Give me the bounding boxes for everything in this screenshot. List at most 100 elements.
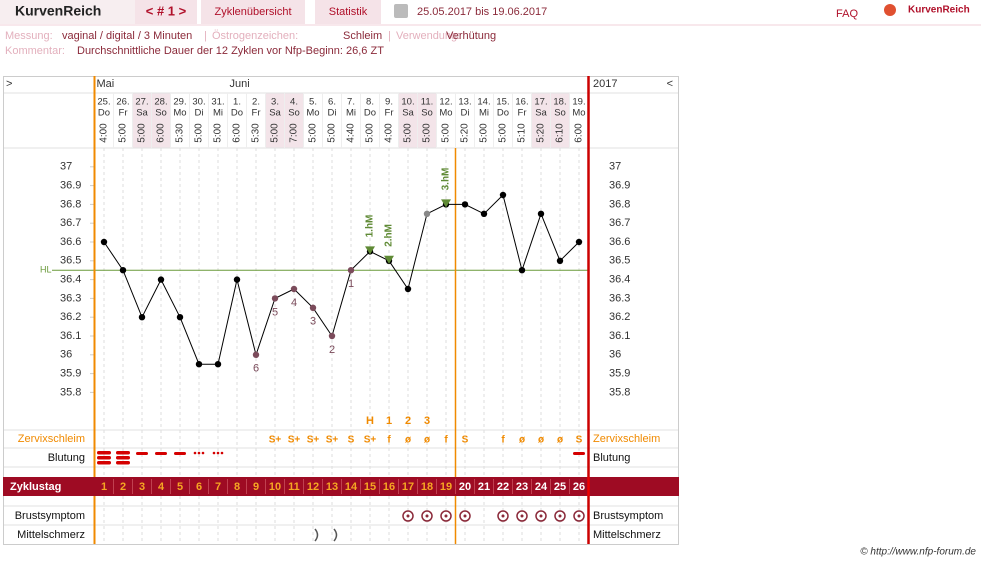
y-tick-label: 36.4 [609,274,630,286]
y-tick-label: 36.9 [609,180,630,192]
row-label: Blutung [48,452,85,464]
weekday: Fr [385,108,394,119]
tab[interactable]: Statistik [329,6,368,18]
weekday: So [554,108,566,119]
y-tick-label: 36.6 [609,236,630,248]
sep: | [388,30,391,42]
brand-icon [884,4,896,16]
weekday: Mi [213,108,223,119]
weekday: Do [98,108,110,119]
row-label: Brustsymptom [15,510,85,522]
cycle-day: 17 [402,481,414,493]
weekend-bg [398,93,418,148]
date: 10. [401,97,414,108]
tab-bg[interactable] [315,0,381,24]
time: 5:30 [175,123,186,143]
weekend-bg [531,93,551,148]
cycle-nav-bg[interactable] [135,0,197,24]
date: 28. [154,97,167,108]
cycle-day: 10 [269,481,281,493]
row-label: Zyklustag [10,481,61,493]
weekday: Mo [439,108,452,119]
point-label: 3 [310,316,316,328]
y-tick-label: 36.8 [609,198,630,210]
date: 1. [233,97,241,108]
cycle-day: 23 [516,481,528,493]
date: 19. [572,97,585,108]
marker [441,199,451,208]
y-tick-label: 36.3 [60,292,81,304]
data-point [271,295,279,302]
y-tick-label: 37 [60,161,72,173]
weekend-bg [265,93,285,148]
cervix-value: S+ [364,435,377,446]
row-label: Brustsymptom [593,510,663,522]
month: Mai [97,78,115,90]
logo-bg [0,0,135,24]
date: 4. [290,97,298,108]
data-point [518,267,526,274]
time: 5:00 [118,123,129,143]
date: 17. [534,97,547,108]
cycle-day: 25 [554,481,566,493]
cervix-value: S+ [326,435,339,446]
tab-bg[interactable] [201,0,305,24]
tab[interactable]: Zyklenübersicht [214,6,291,18]
weekday: Mo [173,108,186,119]
panel [3,76,679,545]
data-point [100,238,108,246]
weekday: So [421,108,433,119]
data-point [309,304,317,311]
faq[interactable]: FAQ [836,8,858,20]
cycle-nav[interactable]: < # 1 > [146,3,187,18]
time: 5:00 [403,123,414,143]
cervix-value: S+ [288,435,301,446]
month: Juni [230,78,250,90]
cycle-day: 9 [253,481,259,493]
date: 30. [192,97,205,108]
info-value: Durchschnittliche Dauer der 12 Zyklen vo… [77,45,384,57]
data-point [176,314,184,321]
cycle-day: 26 [573,481,585,493]
cervix-value: S [348,435,355,446]
y-tick-label: 36.6 [60,236,81,248]
data-point [252,351,260,358]
cycle-day: 20 [459,481,471,493]
data-point [157,276,165,283]
time: 4:40 [346,123,357,143]
cycle-day: 14 [345,481,358,493]
weekday: Di [195,108,204,119]
marker-label: 1.hM [365,215,376,238]
date: 29. [173,97,186,108]
weekday: Di [328,108,337,119]
weekday: Sa [269,108,281,119]
print-icon[interactable] [394,4,408,18]
peak-label: H [366,415,374,427]
weekday: Mo [572,108,585,119]
time: 6:00 [574,123,585,143]
hl-label: HL [40,265,52,275]
data-point [499,191,507,199]
time: 5:00 [422,123,433,143]
date: 11. [421,97,434,108]
point-label: 5 [272,306,278,318]
info-value: vaginal / digital / 3 Minuten [62,30,192,42]
time: 5:00 [441,123,452,143]
data-point [290,285,298,293]
temperature-line [103,194,580,365]
time: 5:00 [479,123,490,143]
time: 5:00 [194,123,205,143]
data-point [233,276,241,283]
time: 5:30 [251,123,262,143]
marker-label: 2.hM [384,224,395,247]
cycle-day: 19 [440,481,452,493]
pain-icons [314,528,338,542]
breast-icons [402,510,585,522]
time: 6:10 [555,123,566,143]
date: 3. [271,97,279,108]
date: 15. [496,97,509,108]
cycle-day: 21 [478,481,490,493]
row-label: Blutung [593,452,630,464]
cervix-value: S [462,435,469,446]
